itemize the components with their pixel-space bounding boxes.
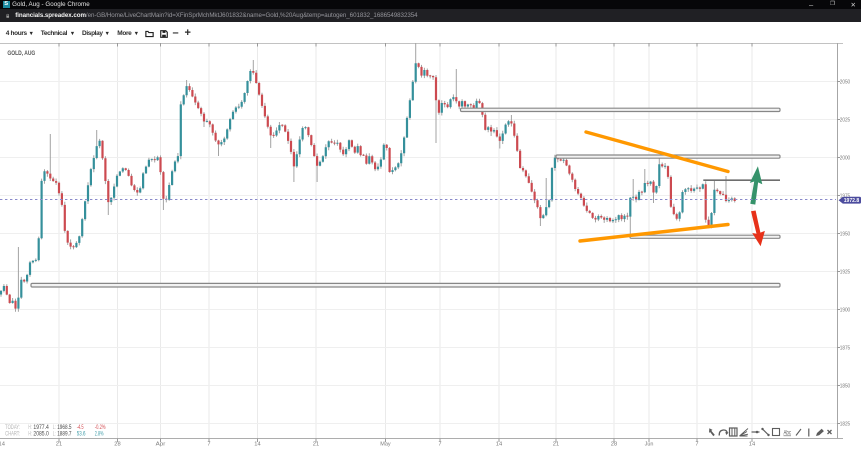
svg-text:7: 7 — [207, 441, 210, 447]
svg-text:2000: 2000 — [840, 156, 851, 162]
svg-text:1977.4: 1977.4 — [33, 425, 49, 431]
svg-text:1975: 1975 — [840, 194, 851, 200]
svg-text:53.6: 53.6 — [77, 432, 86, 438]
svg-text:1825: 1825 — [840, 422, 851, 428]
svg-text:21: 21 — [553, 441, 559, 447]
svg-text:1925: 1925 — [840, 270, 851, 276]
svg-text:28: 28 — [611, 441, 618, 447]
svg-text:14: 14 — [0, 441, 6, 447]
svg-text:Jun: Jun — [645, 441, 654, 447]
svg-text:H:: H: — [28, 425, 32, 431]
svg-text:L:: L: — [53, 432, 56, 438]
svg-text:1875: 1875 — [840, 346, 851, 352]
svg-text:1900: 1900 — [840, 308, 851, 314]
svg-text:H:: H: — [28, 432, 32, 438]
svg-text:May: May — [380, 441, 390, 447]
svg-text:-0.2%: -0.2% — [95, 425, 106, 431]
svg-text:1950: 1950 — [840, 232, 851, 238]
svg-text:TODAY:: TODAY: — [5, 425, 20, 431]
svg-text:14: 14 — [496, 441, 503, 447]
svg-text:1968.5: 1968.5 — [57, 425, 72, 431]
svg-text:28: 28 — [114, 441, 121, 447]
svg-text:21: 21 — [56, 441, 62, 447]
svg-text:CHART:: CHART: — [5, 432, 20, 438]
svg-text:Apr: Apr — [156, 441, 166, 447]
svg-text:2.8%: 2.8% — [95, 432, 104, 438]
svg-text:14: 14 — [749, 441, 756, 447]
svg-text:7: 7 — [438, 441, 441, 447]
svg-text:21: 21 — [313, 441, 319, 447]
svg-text:7: 7 — [695, 441, 698, 447]
svg-text:2050: 2050 — [840, 80, 851, 86]
svg-text:GOLD, AUG: GOLD, AUG — [7, 50, 35, 57]
svg-text:14: 14 — [254, 441, 261, 447]
svg-text:1850: 1850 — [840, 384, 851, 390]
svg-text:2085.0: 2085.0 — [33, 432, 49, 438]
svg-text:1889.7: 1889.7 — [57, 432, 72, 438]
svg-text:L:: L: — [53, 425, 56, 431]
svg-text:-4.5: -4.5 — [77, 425, 84, 431]
svg-text:2025: 2025 — [840, 118, 851, 124]
svg-text:1972.8: 1972.8 — [844, 198, 860, 204]
svg-text:Abc: Abc — [784, 430, 792, 436]
